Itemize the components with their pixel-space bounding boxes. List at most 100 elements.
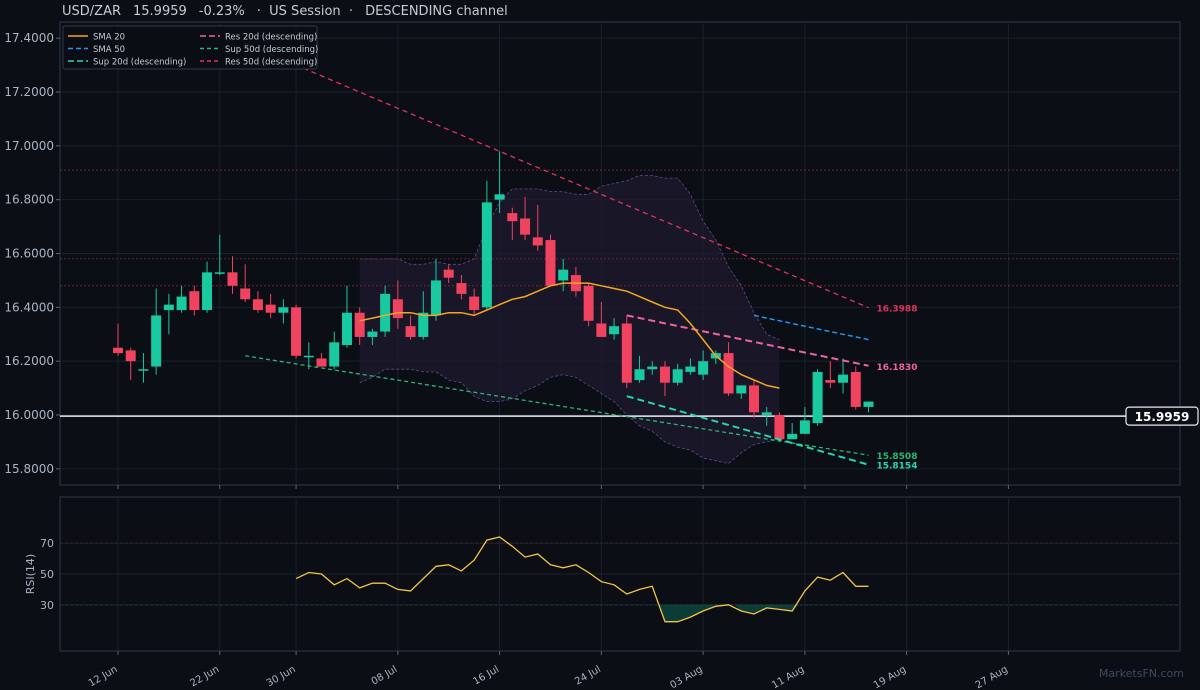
x-tick-label: 27 Aug (974, 664, 1010, 690)
candle-body (202, 272, 213, 311)
trendline (244, 42, 869, 309)
trendline-value-label: 16.1830 (876, 363, 917, 373)
legend-label: Sup 50d (descending) (225, 45, 318, 55)
candle-body (392, 299, 403, 319)
chart-header: USD/ZAR 15.9959 -0.23% · US Session · DESCEN… (62, 4, 520, 19)
y-tick-label: 16.8000 (4, 193, 54, 207)
candle-body (520, 218, 531, 235)
candle-body (113, 347, 123, 354)
candle-body (494, 194, 505, 200)
x-tick-label: 24 Jul (573, 664, 603, 688)
candle-body (227, 272, 238, 286)
legend-label: Res 20d (descending) (225, 33, 317, 43)
trendline-value-label: 15.8154 (876, 462, 917, 472)
candle-body (265, 304, 276, 313)
candle-body (863, 401, 874, 407)
legend-label: SMA 50 (93, 45, 125, 55)
y-tick-label: 17.2000 (4, 85, 54, 99)
candle-body (176, 296, 187, 311)
candle-body (609, 326, 620, 335)
y-tick-label: 15.8000 (4, 462, 54, 476)
candle-body (469, 296, 480, 311)
x-tick-label: 08 Jul (370, 664, 400, 688)
candle-body (316, 358, 327, 367)
rsi-oversold-fill (734, 604, 799, 614)
last-price-label: 15.9959 (1135, 410, 1190, 424)
candle-body (214, 272, 225, 274)
candle-body (341, 312, 352, 346)
trendline (626, 395, 869, 466)
candle-body (850, 371, 861, 407)
bollinger-upper-line (359, 175, 780, 340)
candle-body (291, 307, 302, 356)
legend-box (62, 25, 318, 70)
candle-body (787, 433, 798, 440)
candle-body (507, 213, 518, 222)
rsi-tick-label: 30 (40, 599, 54, 612)
candle-body (621, 323, 632, 383)
candle-body (558, 269, 569, 281)
rsi-line (295, 536, 869, 623)
candle-body (278, 307, 289, 313)
y-tick-label: 16.0000 (4, 408, 54, 422)
candle-body (138, 369, 149, 371)
trendline (626, 314, 869, 367)
candle-body (380, 293, 391, 332)
x-tick-label: 03 Aug (668, 664, 704, 690)
rsi-oversold-fill (658, 604, 723, 622)
last-price-box (1125, 406, 1199, 426)
candle-body (736, 385, 747, 394)
candle-body (583, 285, 594, 321)
rsi-tick-label: 50 (40, 568, 54, 581)
legend-label: Sup 20d (descending) (93, 58, 186, 68)
sma50-line (753, 314, 869, 341)
candle-body (240, 288, 251, 300)
bollinger-band (359, 175, 780, 464)
candle-body (838, 374, 849, 383)
candle-body (647, 366, 658, 370)
channel-label: DESCENDING channel (365, 4, 508, 19)
candle-body (659, 366, 670, 383)
candle-body (545, 240, 556, 286)
candle-body (481, 202, 492, 308)
x-tick-label: 30 Jun (265, 664, 298, 689)
trendline-value-label: 16.3988 (876, 305, 917, 315)
candle-body (163, 304, 174, 311)
watermark: MarketsFN.com (1098, 667, 1184, 680)
y-tick-label: 17.0000 (4, 139, 54, 153)
x-tick-label: 12 Jun (87, 664, 120, 689)
candle-body (125, 350, 136, 362)
x-tick-label: 22 Jun (188, 664, 221, 689)
candle-body (456, 283, 467, 294)
bollinger-lower-line (359, 368, 780, 464)
candle-body (431, 280, 441, 316)
price-label: 15.9959 (133, 4, 187, 19)
candle-body (418, 312, 429, 337)
candle-body (354, 312, 365, 337)
candle-body (329, 342, 340, 367)
candle-body (252, 299, 263, 311)
candle-body (698, 361, 709, 375)
candle-body (405, 326, 416, 337)
candle-body (596, 323, 607, 337)
candle-body (799, 420, 810, 434)
candle-body (812, 371, 823, 424)
sma20-line (359, 282, 780, 389)
y-tick-label: 16.6000 (4, 247, 54, 261)
candle-body (825, 380, 836, 383)
y-tick-label: 16.2000 (4, 354, 54, 368)
candle-body (672, 369, 683, 383)
y-tick-label: 17.4000 (4, 31, 54, 45)
candle-body (761, 412, 772, 416)
y-tick-label: 16.4000 (4, 300, 54, 314)
candle-body (723, 353, 734, 394)
trendline (245, 355, 869, 456)
change-label: -0.23% (198, 4, 245, 19)
candle-body (443, 269, 454, 278)
rsi-axis-label: RSI(14) (24, 554, 37, 594)
x-tick-label: 11 Aug (770, 664, 806, 690)
trendline-value-label: 15.8508 (876, 452, 917, 462)
candle-body (303, 355, 314, 358)
candle-body (685, 366, 696, 372)
